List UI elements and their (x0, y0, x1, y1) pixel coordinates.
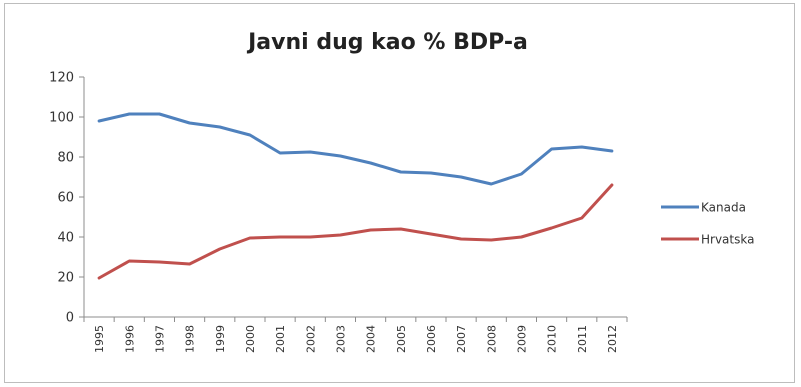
chart-title: Javni dug kao % BDP-a (246, 30, 528, 55)
x-tick-label: 2001 (274, 325, 287, 353)
y-axis-ticks: 0 20 40 60 80 100 120 (49, 71, 84, 326)
x-tick-label: 2004 (365, 325, 378, 353)
x-tick-label: 2008 (485, 325, 498, 353)
y-tick-label: 100 (49, 111, 74, 126)
x-tick-label: 1999 (214, 325, 227, 353)
y-tick-label: 0 (66, 311, 74, 326)
series-lines (97, 112, 614, 280)
y-tick-label: 60 (57, 191, 74, 206)
series-line-kanada (97, 112, 614, 186)
y-tick-label: 120 (49, 71, 74, 86)
x-tick-label: 2012 (606, 325, 619, 353)
x-tick-label: 1995 (93, 325, 106, 353)
x-tick-label: 2009 (515, 325, 528, 353)
x-tick-label: 1997 (153, 325, 166, 353)
x-axis-ticks: 1995 1996 1997 1998 1999 2000 2001 2002 2003 2004… (83, 317, 628, 353)
x-tick-label: 2007 (455, 325, 468, 353)
series-line-hrvatska (97, 183, 614, 280)
x-tick-label: 2006 (425, 325, 438, 353)
legend-label-kanada: Kanada (701, 201, 746, 215)
legend-label-hrvatska: Hrvatska (701, 233, 754, 247)
x-tick-label: 1998 (184, 325, 197, 353)
axes (83, 77, 627, 318)
x-tick-label: 2003 (334, 325, 347, 353)
y-tick-label: 20 (57, 271, 74, 286)
legend: Kanada Hrvatska (661, 201, 754, 247)
x-tick-label: 2000 (244, 325, 257, 353)
x-tick-label: 2005 (395, 325, 408, 353)
x-tick-label: 1996 (123, 325, 136, 353)
x-tick-label: 2011 (576, 325, 589, 353)
x-tick-label: 2010 (546, 325, 559, 353)
y-tick-label: 40 (57, 231, 74, 246)
x-tick-label: 2002 (304, 325, 317, 353)
chart-frame (4, 3, 795, 383)
y-tick-label: 80 (57, 151, 74, 166)
